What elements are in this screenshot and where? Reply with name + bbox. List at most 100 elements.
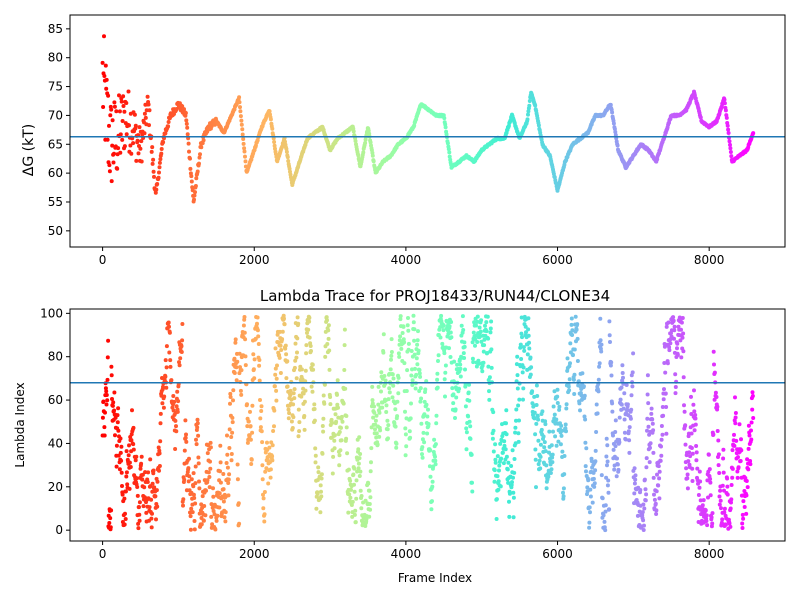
lambda-point <box>257 363 262 368</box>
lambda-point <box>532 416 537 421</box>
lambda-point <box>498 441 503 446</box>
lambda-point <box>551 404 556 409</box>
lambda-point <box>612 467 617 472</box>
lambda-point <box>748 462 753 467</box>
lambda-point <box>239 392 244 397</box>
lambda-point <box>597 361 602 366</box>
delta-g-point <box>192 193 197 198</box>
lambda-point <box>352 489 357 494</box>
lambda-point <box>294 355 299 360</box>
lambda-point <box>343 386 348 391</box>
lambda-point <box>430 484 435 489</box>
lambda-point <box>258 398 262 402</box>
lambda-point <box>401 337 406 342</box>
lambda-point <box>119 458 124 463</box>
lambda-point <box>555 394 560 399</box>
lambda-point <box>680 335 685 340</box>
lambda-point <box>722 510 727 515</box>
delta-g-point <box>442 116 447 121</box>
lambda-point <box>593 459 598 464</box>
lambda-point <box>655 472 659 477</box>
lambda-point <box>259 429 264 434</box>
lambda-point <box>341 401 346 406</box>
delta-g-point <box>188 156 192 161</box>
lambda-point <box>434 421 439 426</box>
lambda-point <box>547 429 552 434</box>
lambda-point <box>310 362 315 367</box>
lambda-point <box>481 360 486 365</box>
lambda-point <box>604 454 609 459</box>
lambda-point <box>313 446 318 451</box>
lambda-point <box>406 328 411 333</box>
lambda-point <box>509 464 514 468</box>
lambda-point <box>291 402 296 407</box>
lambda-point <box>410 378 415 383</box>
delta-g-point <box>612 127 617 131</box>
lambda-point <box>611 433 615 438</box>
lambda-point <box>139 461 144 466</box>
lambda-point <box>377 410 382 415</box>
lambda-point <box>233 340 238 345</box>
lambda-point <box>476 358 481 363</box>
delta-g-point <box>198 152 202 157</box>
lambda-point <box>736 455 740 460</box>
lambda-point <box>204 488 208 493</box>
lambda-point <box>479 339 484 344</box>
lambda-point <box>523 324 528 329</box>
delta-g-point <box>613 133 618 137</box>
delta-g-point <box>363 141 368 145</box>
lambda-point <box>300 377 305 382</box>
lambda-point <box>633 473 638 478</box>
lambda-point <box>498 484 503 489</box>
lambda-point <box>705 523 710 528</box>
y-tick-label: 80 <box>48 350 63 364</box>
lambda-point <box>174 429 179 434</box>
x-tick-label: 8000 <box>694 547 725 561</box>
lambda-point <box>487 397 492 402</box>
lambda-point <box>270 443 275 448</box>
lambda-point <box>461 328 466 332</box>
lambda-point <box>166 320 171 325</box>
lambda-point <box>324 315 329 320</box>
delta-g-point <box>195 169 200 174</box>
delta-g-point <box>122 144 127 149</box>
lambda-point <box>211 494 216 499</box>
lambda-point <box>390 395 395 400</box>
lambda-point <box>235 462 240 467</box>
lambda-point <box>688 454 693 459</box>
lambda-point <box>443 394 447 399</box>
lambda-point <box>643 487 648 492</box>
lambda-point <box>455 362 460 367</box>
lambda-point <box>129 438 134 443</box>
lambda-point <box>659 453 664 458</box>
lambda-point <box>189 477 194 482</box>
lambda-point <box>441 323 446 328</box>
lambda-point <box>292 396 297 401</box>
lambda-point <box>666 320 671 325</box>
delta-g-point <box>157 170 161 175</box>
lambda-point <box>738 459 743 463</box>
lambda-point <box>660 405 665 409</box>
lambda-point <box>141 504 146 509</box>
lambda-point <box>627 450 632 455</box>
lambda-point <box>309 349 313 353</box>
lambda-point <box>645 428 649 433</box>
lambda-point <box>263 469 268 474</box>
lambda-point <box>493 457 498 462</box>
lambda-point <box>105 355 110 360</box>
lambda-point <box>477 361 481 366</box>
lambda-point <box>318 510 323 515</box>
lambda-point <box>511 475 515 480</box>
delta-g-point <box>527 99 532 103</box>
lambda-point <box>550 460 555 465</box>
lambda-point <box>134 476 139 481</box>
lambda-point <box>694 458 699 463</box>
delta-g-point <box>726 131 731 135</box>
lambda-point <box>197 479 201 484</box>
delta-g-point <box>284 149 289 154</box>
lambda-point <box>629 393 634 398</box>
lambda-point <box>433 462 438 467</box>
lambda-point <box>349 503 354 507</box>
lambda-point <box>649 406 654 411</box>
lambda-point <box>478 334 483 339</box>
